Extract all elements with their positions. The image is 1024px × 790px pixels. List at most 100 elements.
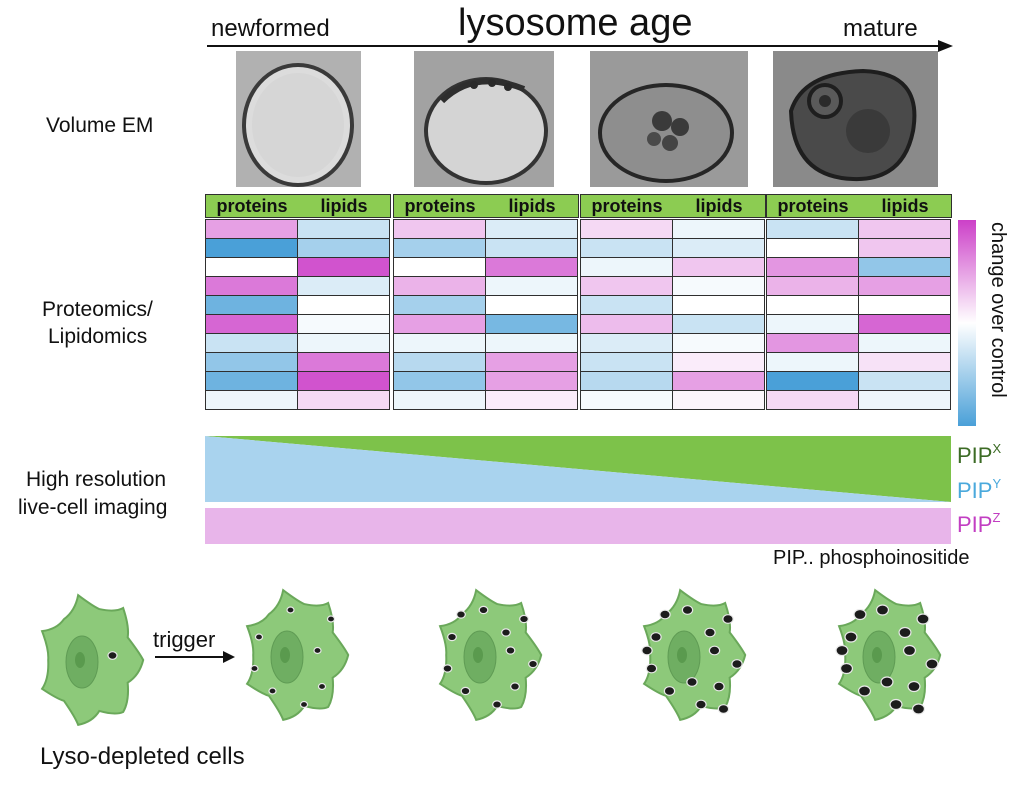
lysosome-c3-4 <box>460 686 471 696</box>
heatmap-cell-s1-proteins-r10 <box>205 390 298 410</box>
lysosome-c5-13 <box>880 676 894 688</box>
lysosome-c2-4 <box>268 687 277 695</box>
heatmap-cell-s1-lipids-r10 <box>297 390 390 410</box>
lysosome-c2-7 <box>250 664 259 673</box>
heatmap-cell-s4-proteins-r10 <box>766 390 859 410</box>
heatmap-cell-s1-lipids-r3 <box>297 257 390 277</box>
lysosome-c2-6 <box>286 606 295 614</box>
heatmap-cell-s1-proteins-r6 <box>205 314 298 334</box>
lysosome-c2-3 <box>317 682 327 691</box>
cell-nucleolus-3 <box>473 647 483 663</box>
omics-heatmap <box>205 219 951 410</box>
lysosome-c3-2 <box>447 632 457 642</box>
heatmap-cell-s3-lipids-r1 <box>672 219 765 239</box>
heatmap-cell-s4-proteins-r5 <box>766 295 859 315</box>
heatmap-cell-s3-lipids-r8 <box>672 352 765 372</box>
heatmap-cell-s4-proteins-r8 <box>766 352 859 372</box>
lysosome-c5-10 <box>853 608 867 621</box>
em-image-newformed <box>236 51 361 187</box>
pip-y-sup: Y <box>992 476 1002 491</box>
heatmap-cell-s2-proteins-r8 <box>393 352 486 372</box>
cell-3 <box>438 588 543 721</box>
heatmap-cell-s3-lipids-r5 <box>672 295 765 315</box>
stage1-header: proteins lipids <box>205 194 391 218</box>
heatmap-cell-s4-lipids-r3 <box>858 257 951 277</box>
em-image-early <box>414 51 554 187</box>
heatmap-cell-s1-lipids-r9 <box>297 371 390 391</box>
lysosome-c4-12 <box>641 645 653 656</box>
heatmap-cell-s1-lipids-r7 <box>297 333 390 353</box>
heatmap-cell-s1-proteins-r4 <box>205 276 298 296</box>
heatmap-cell-s3-lipids-r6 <box>672 314 765 334</box>
heatmap-cell-s2-lipids-r1 <box>485 219 578 239</box>
heatmap-cell-s2-proteins-r10 <box>393 390 486 410</box>
heatmap-cell-s3-proteins-r7 <box>580 333 673 353</box>
heatmap-cell-s2-lipids-r2 <box>485 238 578 258</box>
lysosome-c2-1 <box>313 646 322 655</box>
lysosome-c4-14 <box>717 704 730 714</box>
heatmap-cell-s4-proteins-r9 <box>766 371 859 391</box>
lysosome-c5-2 <box>844 631 858 643</box>
stage3-header: proteins lipids <box>580 194 766 218</box>
heatmap-cell-s1-lipids-r1 <box>297 219 390 239</box>
heatmap-cell-s1-proteins-r8 <box>205 352 298 372</box>
lysosome-c2-5 <box>326 615 336 623</box>
lysosome-c4-13 <box>686 677 698 687</box>
heatmap-cell-s4-lipids-r5 <box>858 295 951 315</box>
heatmap-cell-s4-proteins-r3 <box>766 257 859 277</box>
heatmap-cell-s2-proteins-r7 <box>393 333 486 353</box>
heatmap-cell-s1-proteins-r7 <box>205 333 298 353</box>
heatmap-cell-s3-proteins-r6 <box>580 314 673 334</box>
lysosome-c4-9 <box>731 659 743 669</box>
pip-note: PIP.. phosphoinositide <box>773 547 970 569</box>
lysosome-c1-1 <box>107 651 118 660</box>
heatmap-cell-s2-lipids-r5 <box>485 295 578 315</box>
lysosome-c2-2 <box>254 633 264 641</box>
heatmap-cell-s3-lipids-r2 <box>672 238 765 258</box>
lysosome-c3-10 <box>456 610 466 619</box>
lysosome-c4-11 <box>704 627 716 638</box>
heatmap-cell-s3-proteins-r3 <box>580 257 673 277</box>
lysosome-c5-6 <box>875 604 890 616</box>
stage2-header: proteins lipids <box>393 194 579 218</box>
trigger-arrow <box>155 651 235 663</box>
pip-z-label: PIPZ <box>957 510 1000 538</box>
heatmap-cell-s2-lipids-r9 <box>485 371 578 391</box>
omics-label-line2: Lipidomics <box>48 325 148 348</box>
heatmap-cell-s4-proteins-r7 <box>766 333 859 353</box>
heatmap-cell-s2-proteins-r9 <box>393 371 486 391</box>
heatmap-cell-s2-lipids-r8 <box>485 352 578 372</box>
heatmap-cell-s2-proteins-r4 <box>393 276 486 296</box>
heatmap-cell-s1-proteins-r9 <box>205 371 298 391</box>
heatmap-cell-s2-proteins-r6 <box>393 314 486 334</box>
lysosome-c3-3 <box>510 682 520 691</box>
heatmap-cell-s1-lipids-r8 <box>297 352 390 372</box>
cell-nucleolus-2 <box>280 647 290 663</box>
heatmap-cell-s1-proteins-r3 <box>205 257 298 277</box>
heatmap-cell-s1-lipids-r2 <box>297 238 390 258</box>
em-image-mature <box>773 51 938 187</box>
heatmap-cell-s2-proteins-r1 <box>393 219 486 239</box>
heatmap-cell-s2-lipids-r6 <box>485 314 578 334</box>
heatmap-cell-s1-proteins-r2 <box>205 238 298 258</box>
cells-row <box>40 588 942 726</box>
heatmap-cell-s4-lipids-r2 <box>858 238 951 258</box>
heatmap-cell-s2-lipids-r10 <box>485 390 578 410</box>
lysosome-c4-5 <box>722 614 734 624</box>
pip-y-label: PIPY <box>957 476 1002 504</box>
heatmap-cell-s4-lipids-r6 <box>858 314 951 334</box>
lysosome-c3-6 <box>478 605 489 615</box>
heatmap-cell-s1-proteins-r5 <box>205 295 298 315</box>
lysosome-c4-4 <box>663 686 676 696</box>
heatmap-cell-s4-proteins-r1 <box>766 219 859 239</box>
imaging-label-line2: live-cell imaging <box>18 496 168 519</box>
pip-y-wedge <box>205 436 951 502</box>
pip-x-label: PIPX <box>957 441 1002 469</box>
legend-label: change over control <box>987 222 1009 398</box>
color-scale-legend <box>958 220 976 426</box>
heatmap-cell-s4-lipids-r8 <box>858 352 951 372</box>
pip-x-sup: X <box>992 441 1002 456</box>
em-image-intermediate <box>590 51 748 187</box>
lysosome-c5-4 <box>857 685 872 697</box>
heatmap-cell-s2-lipids-r4 <box>485 276 578 296</box>
